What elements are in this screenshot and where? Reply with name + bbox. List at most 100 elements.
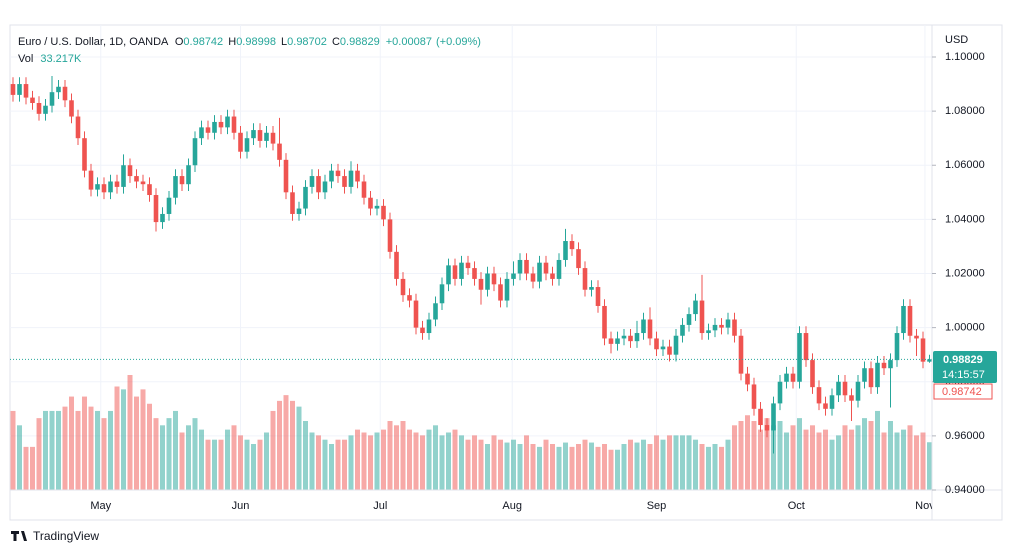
volume-bar: [212, 439, 217, 490]
volume-bar: [114, 386, 120, 490]
last-price-tag: [933, 351, 997, 383]
volume-value: 33.217K: [40, 53, 82, 65]
candle-body: [244, 138, 250, 152]
candle-body: [36, 103, 42, 114]
volume-bar: [693, 439, 698, 490]
candle-body: [348, 170, 354, 187]
volume-bar: [322, 439, 328, 490]
candle-body: [166, 197, 172, 214]
volume-bar: [407, 429, 412, 490]
candle-body: [842, 381, 848, 396]
candle-body: [634, 333, 640, 342]
volume-bar: [134, 396, 139, 490]
candle-body: [647, 319, 653, 339]
candle-body: [868, 368, 874, 388]
candle-body: [660, 346, 666, 350]
candle-body: [485, 273, 490, 290]
volume-bar: [387, 421, 393, 490]
candle-body: [511, 273, 516, 279]
candle-body: [322, 181, 328, 193]
volume-bar: [660, 439, 666, 490]
candle-body: [17, 84, 22, 95]
candle-body: [764, 425, 770, 431]
ohlc-letter: C: [332, 36, 340, 48]
volume-layer: [10, 375, 932, 490]
candle-body: [49, 92, 55, 106]
candle-body: [160, 213, 165, 223]
volume-bar: [166, 418, 172, 490]
candle-body: [433, 303, 438, 320]
candle-body: [10, 84, 16, 95]
volume-bar: [433, 425, 438, 490]
candle-body: [777, 381, 783, 404]
candle-body: [251, 130, 256, 139]
y-tick-label: 1.04000: [945, 213, 985, 225]
volume-bar: [641, 439, 646, 490]
candle-body: [907, 305, 913, 336]
candle-body: [361, 181, 367, 198]
volume-bar: [751, 421, 757, 490]
candle-body: [56, 86, 61, 93]
candle-body: [290, 192, 295, 214]
candle-body: [465, 262, 471, 269]
open-price: 0.98742: [942, 386, 982, 398]
volume-bar: [62, 406, 68, 490]
volume-bar: [270, 410, 276, 490]
volume-bar: [771, 425, 776, 490]
change: +0.00087: [386, 36, 432, 48]
volume-bar: [101, 418, 107, 490]
last-price: 0.98829: [943, 354, 983, 366]
volume-bar: [849, 429, 854, 490]
volume-bar: [732, 425, 737, 490]
volume-bar: [842, 425, 848, 490]
volume-bar: [615, 449, 620, 490]
countdown: 14:15:57: [942, 369, 985, 381]
y-tick-label: 1.08000: [945, 105, 985, 117]
volume-bar: [504, 442, 510, 490]
volume-bar: [530, 444, 536, 490]
x-tick-label: Oct: [788, 500, 805, 512]
candle-body: [257, 130, 263, 141]
volume-bar: [764, 418, 770, 490]
candle-body: [108, 181, 113, 193]
candle-body: [82, 138, 87, 171]
candle-body: [283, 159, 289, 193]
volume-bar: [901, 429, 906, 490]
volume-bar: [127, 375, 133, 490]
candle-body: [784, 373, 789, 382]
candle-body: [816, 387, 822, 404]
candle-body: [615, 338, 620, 344]
volume-bar: [706, 446, 711, 490]
brand-logo: [11, 531, 27, 541]
volume-bar: [205, 439, 211, 490]
volume-bar: [465, 439, 471, 490]
volume-bar: [257, 439, 263, 490]
volume-bar: [537, 446, 542, 490]
volume-bar: [420, 435, 425, 490]
x-tick-label: Sep: [647, 500, 667, 512]
volume-bar: [472, 435, 477, 490]
candle-body: [478, 278, 484, 290]
candle-body: [914, 335, 919, 339]
volume-bar: [589, 442, 594, 490]
volume-bar: [108, 410, 113, 490]
volume-bar: [823, 429, 828, 490]
volume-bar: [342, 439, 347, 490]
candle-body: [849, 395, 854, 401]
y-tick-label: 1.02000: [945, 267, 985, 279]
candle-body: [192, 138, 198, 166]
volume-bar: [673, 435, 679, 490]
high-value: 0.98998: [236, 36, 276, 48]
volume-bar: [634, 442, 640, 490]
candle-body: [563, 241, 568, 260]
candle-body: [114, 181, 120, 187]
candle-body: [179, 176, 185, 185]
volume-bar: [225, 429, 230, 490]
candle-body: [407, 295, 412, 301]
volume-bar: [153, 418, 159, 490]
volume-bar: [784, 432, 789, 490]
volume-bar: [140, 389, 146, 490]
candle-body: [530, 273, 536, 282]
candle-body: [673, 335, 679, 355]
volume-bar: [543, 439, 549, 490]
